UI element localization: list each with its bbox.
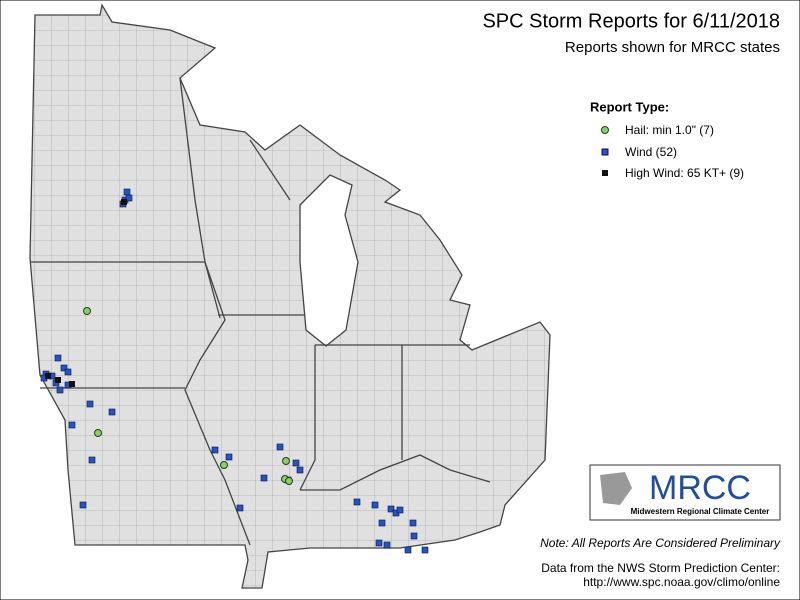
legend-hail-symbol — [601, 126, 609, 134]
wind-report — [60, 364, 68, 372]
legend-wind-symbol — [601, 148, 609, 156]
lake-michigan — [299, 174, 359, 347]
note: Note: All Reports Are Considered Prelimi… — [540, 536, 781, 550]
wind-report — [236, 504, 244, 512]
reports — [40, 188, 429, 554]
legend-item: Wind (52) — [625, 145, 677, 159]
wind-report — [276, 443, 284, 451]
hail-report — [282, 457, 290, 465]
logo-map — [600, 472, 632, 505]
wind-report — [125, 194, 133, 202]
wind-report — [225, 453, 233, 461]
wind-report — [383, 541, 391, 549]
wind-report — [396, 506, 404, 514]
wind-report — [79, 501, 87, 509]
hail-report — [285, 477, 293, 485]
wind-report — [108, 408, 116, 416]
wind-report — [409, 519, 417, 527]
legend-title: Report Type: — [590, 99, 669, 114]
wind-report — [292, 459, 300, 467]
wind-report — [296, 466, 304, 474]
wind-report — [375, 539, 383, 547]
legend-item: High Wind: 65 KT+ (9) — [625, 166, 744, 180]
hail-report — [220, 461, 228, 469]
wind-report — [378, 519, 386, 527]
hail-report — [83, 307, 91, 315]
wind-report — [371, 501, 379, 509]
title: SPC Storm Reports for 6/11/2018 — [482, 10, 780, 32]
high-wind-report — [69, 381, 75, 387]
legend-high-wind-symbol — [602, 170, 608, 176]
wind-report — [387, 505, 395, 513]
high-wind-report — [45, 373, 51, 379]
wind-report — [64, 368, 72, 376]
wind-report — [68, 421, 76, 429]
logo-name: MRCC — [649, 469, 751, 507]
wind-report — [211, 446, 219, 454]
wind-report — [123, 188, 131, 196]
legend-item: Hail: min 1.0" (7) — [625, 123, 714, 137]
source-url: http://www.spc.noaa.gov/climo/online — [583, 575, 780, 589]
hail-report — [94, 429, 102, 437]
wind-report — [410, 532, 418, 540]
wind-report — [56, 386, 64, 394]
wind-report — [404, 546, 412, 554]
high-wind-report — [55, 377, 61, 383]
wind-report — [54, 354, 62, 362]
wind-report — [421, 546, 429, 554]
high-wind-report — [121, 199, 127, 205]
wind-report — [86, 400, 94, 408]
wind-report — [88, 456, 96, 464]
wind-report — [353, 498, 361, 506]
logo: MRCC Midwestern Regional Climate Center — [589, 464, 781, 521]
source: Data from the NWS Storm Prediction Cente… — [541, 561, 780, 575]
wind-report — [260, 474, 268, 482]
subtitle: Reports shown for MRCC states — [565, 39, 780, 56]
state-borders — [30, 77, 491, 546]
logo-caption: Midwestern Regional Climate Center — [631, 507, 770, 516]
